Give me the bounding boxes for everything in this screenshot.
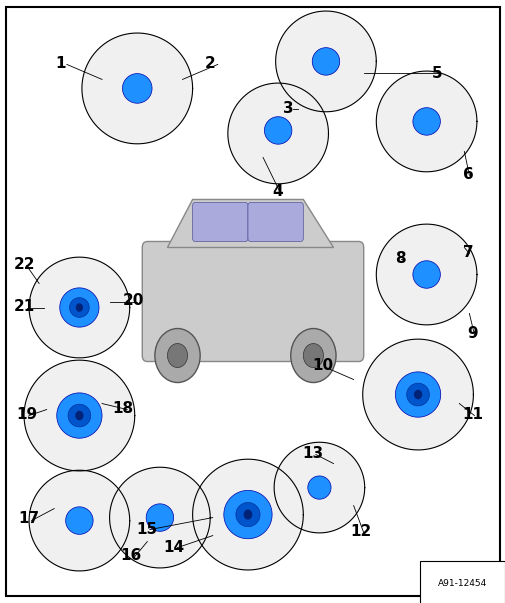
Polygon shape xyxy=(66,507,93,534)
Circle shape xyxy=(76,411,83,420)
Text: 10: 10 xyxy=(311,358,332,373)
Polygon shape xyxy=(57,393,102,438)
Polygon shape xyxy=(412,108,439,135)
Circle shape xyxy=(155,329,200,382)
Text: 16: 16 xyxy=(120,548,141,563)
Circle shape xyxy=(244,510,251,519)
Polygon shape xyxy=(122,74,152,103)
Circle shape xyxy=(76,304,82,311)
Circle shape xyxy=(414,391,421,399)
Polygon shape xyxy=(192,459,302,570)
Polygon shape xyxy=(227,83,328,184)
Polygon shape xyxy=(146,504,173,531)
Polygon shape xyxy=(376,71,476,172)
Polygon shape xyxy=(24,360,134,471)
Text: 21: 21 xyxy=(13,299,34,314)
Polygon shape xyxy=(307,476,330,499)
Polygon shape xyxy=(68,404,90,427)
FancyBboxPatch shape xyxy=(247,203,302,241)
Text: 5: 5 xyxy=(431,66,441,81)
Text: 3: 3 xyxy=(282,101,293,116)
Polygon shape xyxy=(60,288,99,327)
Text: 18: 18 xyxy=(113,401,133,416)
FancyBboxPatch shape xyxy=(192,203,247,241)
Circle shape xyxy=(290,329,335,382)
Polygon shape xyxy=(167,200,333,247)
Polygon shape xyxy=(394,372,440,417)
Text: 1: 1 xyxy=(56,56,66,71)
Text: 8: 8 xyxy=(394,251,405,266)
Polygon shape xyxy=(223,490,272,538)
Polygon shape xyxy=(275,11,376,112)
Polygon shape xyxy=(110,467,210,568)
Text: 22: 22 xyxy=(13,257,35,272)
Polygon shape xyxy=(412,260,439,288)
Text: 9: 9 xyxy=(467,326,477,341)
Circle shape xyxy=(302,344,323,367)
Polygon shape xyxy=(29,470,129,571)
Text: 4: 4 xyxy=(271,184,282,199)
Text: 6: 6 xyxy=(462,167,472,182)
Text: 2: 2 xyxy=(205,55,215,71)
Text: 19: 19 xyxy=(16,407,37,422)
Text: 15: 15 xyxy=(136,522,158,537)
Text: 17: 17 xyxy=(19,511,39,526)
Text: 12: 12 xyxy=(350,524,371,539)
Polygon shape xyxy=(29,257,129,358)
Text: 11: 11 xyxy=(462,407,482,422)
FancyBboxPatch shape xyxy=(7,7,498,596)
Polygon shape xyxy=(274,442,364,533)
Polygon shape xyxy=(235,502,260,526)
Polygon shape xyxy=(70,298,89,317)
Polygon shape xyxy=(312,48,339,75)
Polygon shape xyxy=(406,383,429,406)
Text: 7: 7 xyxy=(462,245,472,260)
Text: 14: 14 xyxy=(163,540,184,555)
Text: A91-12454: A91-12454 xyxy=(437,579,486,589)
Text: 13: 13 xyxy=(301,446,322,461)
Polygon shape xyxy=(264,117,291,144)
Text: 20: 20 xyxy=(122,293,143,308)
Polygon shape xyxy=(362,339,473,450)
Polygon shape xyxy=(82,33,192,144)
FancyBboxPatch shape xyxy=(142,241,363,362)
Polygon shape xyxy=(376,224,476,325)
Circle shape xyxy=(167,344,187,367)
